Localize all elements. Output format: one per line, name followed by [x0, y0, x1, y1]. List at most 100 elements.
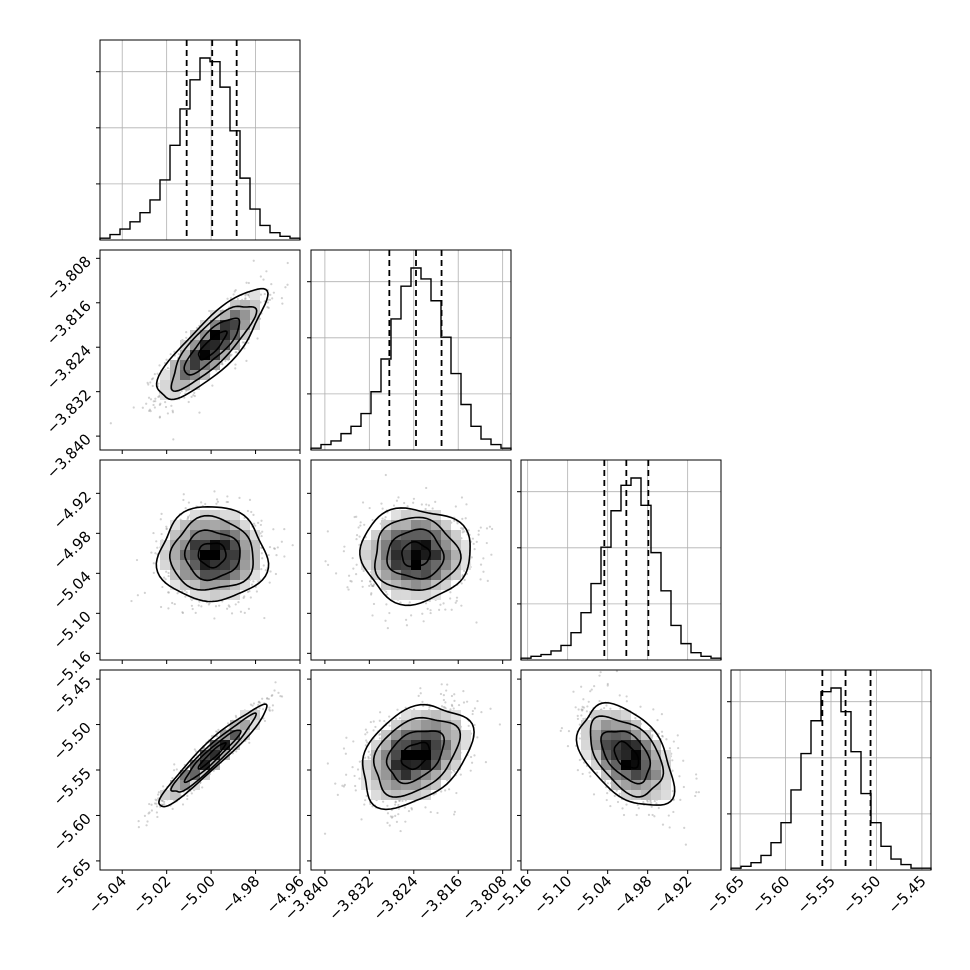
- sample-point: [406, 505, 409, 508]
- density-cell: [200, 580, 210, 590]
- sample-point: [166, 367, 169, 370]
- sample-point: [396, 708, 399, 711]
- sample-point: [355, 534, 359, 537]
- sample-point: [187, 501, 191, 504]
- sample-point: [162, 576, 166, 579]
- sample-point: [267, 553, 270, 557]
- sample-point: [366, 741, 369, 744]
- sample-point: [193, 748, 196, 751]
- density-cell: [431, 710, 441, 720]
- sample-point: [213, 490, 216, 493]
- sample-point: [420, 503, 423, 506]
- sample-point: [197, 604, 200, 607]
- sample-point: [384, 516, 387, 519]
- density-cell: [631, 740, 641, 750]
- density-cell: [180, 560, 190, 570]
- sample-point: [271, 709, 274, 712]
- sample-point: [221, 600, 224, 603]
- sample-point: [386, 627, 389, 630]
- sample-point: [660, 713, 664, 716]
- sample-point: [266, 697, 269, 700]
- sample-point: [243, 347, 246, 350]
- sample-point: [226, 495, 229, 498]
- sample-point: [444, 707, 447, 710]
- density-cell: [611, 710, 621, 720]
- sample-point: [371, 585, 375, 588]
- histogram-step-3: [730, 687, 932, 870]
- sample-point: [410, 808, 414, 811]
- sample-point: [326, 762, 329, 765]
- sample-point: [157, 382, 160, 385]
- density-cell: [210, 350, 220, 360]
- density-cell: [601, 740, 611, 750]
- density-cell: [180, 380, 190, 390]
- sample-point: [683, 826, 686, 829]
- density-cell: [200, 590, 210, 600]
- density-cell: [250, 530, 260, 540]
- density-cell: [230, 730, 240, 740]
- sample-point: [486, 579, 489, 583]
- sample-point: [439, 603, 442, 606]
- density-cell: [220, 340, 230, 350]
- density-cell: [421, 710, 431, 720]
- density-cell: [190, 380, 200, 390]
- sample-point: [161, 585, 164, 589]
- density-cell: [170, 520, 180, 530]
- sample-point: [672, 810, 675, 814]
- density-cell: [170, 580, 180, 590]
- density-cell: [421, 510, 431, 520]
- y-tick-label-2-3: −4.98: [50, 527, 95, 572]
- sample-point: [475, 621, 478, 624]
- sample-point: [613, 794, 616, 797]
- sample-point: [154, 397, 157, 400]
- sample-point: [479, 578, 482, 581]
- density-cell: [230, 520, 240, 530]
- sample-point: [453, 810, 456, 813]
- density-cell: [381, 760, 391, 770]
- sample-point: [158, 395, 161, 398]
- sample-point: [273, 547, 277, 550]
- density-cell: [411, 580, 421, 590]
- sample-point: [268, 581, 271, 584]
- density-cell: [451, 570, 461, 580]
- sample-point: [576, 714, 579, 717]
- sample-point: [429, 611, 432, 615]
- sample-point: [345, 773, 348, 776]
- sample-point: [479, 563, 483, 566]
- sample-point: [618, 694, 621, 697]
- sample-point: [281, 302, 284, 305]
- sample-point: [187, 400, 190, 404]
- sample-point: [461, 531, 464, 534]
- sample-point: [449, 597, 452, 600]
- density-cell: [240, 540, 250, 550]
- sample-point: [381, 517, 384, 520]
- density-cell: [621, 750, 631, 760]
- sample-point: [383, 719, 386, 723]
- density-cell: [250, 710, 260, 720]
- sample-point: [158, 416, 161, 419]
- density-cell: [651, 770, 661, 780]
- density-cell: [641, 760, 651, 770]
- sample-point: [147, 396, 151, 399]
- density-cell: [371, 750, 381, 760]
- density-cell: [411, 760, 421, 770]
- density-cell: [210, 550, 220, 560]
- sample-point: [394, 800, 397, 803]
- sample-point: [132, 406, 135, 409]
- sample-point: [216, 734, 219, 738]
- density-cell: [391, 590, 401, 600]
- sample-point: [182, 498, 185, 502]
- density-cell: [210, 590, 220, 600]
- sample-point: [148, 409, 151, 413]
- sample-point: [442, 698, 445, 702]
- sample-point: [181, 803, 185, 806]
- density-cell: [180, 780, 190, 790]
- sample-point: [385, 590, 388, 593]
- density-cell: [381, 580, 391, 590]
- sample-point: [484, 760, 488, 764]
- sample-point: [424, 507, 427, 511]
- density-cell: [391, 760, 401, 770]
- density-cell: [220, 510, 230, 520]
- sample-point: [160, 512, 163, 516]
- contour-0: [401, 541, 432, 568]
